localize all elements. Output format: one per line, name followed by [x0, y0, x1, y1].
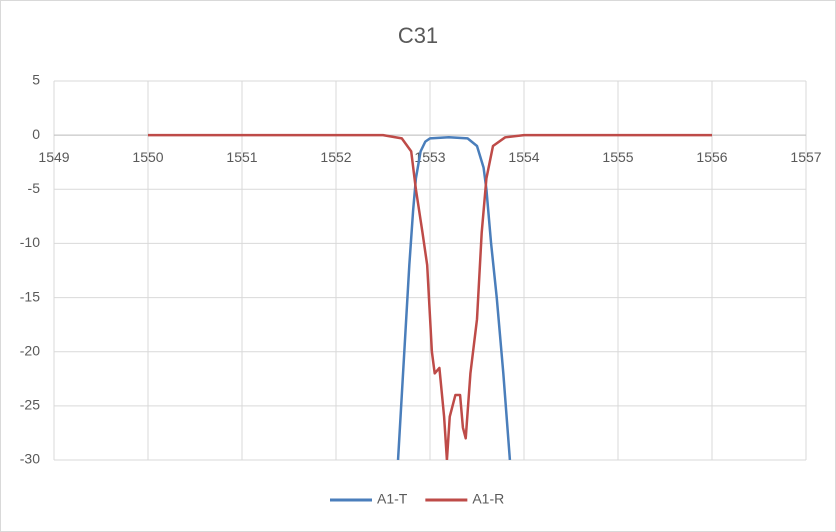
series-line	[148, 133, 712, 460]
plot-lines	[148, 133, 712, 460]
y-tick-label: -30	[20, 451, 40, 467]
y-tick-label: -10	[20, 234, 40, 250]
y-tick-label: 5	[32, 72, 40, 88]
x-tick-label: 1552	[320, 149, 351, 165]
x-tick-label: 1550	[132, 149, 163, 165]
x-tick-label: 1556	[696, 149, 727, 165]
x-tick-label: 1549	[38, 149, 69, 165]
chart-title: C31	[398, 23, 438, 48]
x-tick-label: 1551	[226, 149, 257, 165]
x-tick-label: 1557	[790, 149, 821, 165]
x-tick-label: 1553	[414, 149, 445, 165]
x-tick-label: 1555	[602, 149, 633, 165]
legend-label: A1-R	[472, 491, 504, 507]
y-tick-label: -20	[20, 342, 40, 358]
y-tick-label: -5	[28, 180, 41, 196]
y-tick-label: 0	[32, 126, 40, 142]
y-tick-label: -15	[20, 288, 40, 304]
legend-label: A1-T	[377, 491, 408, 507]
x-tick-label: 1554	[508, 149, 539, 165]
y-tick-label: -25	[20, 397, 40, 413]
series-line	[396, 136, 512, 460]
